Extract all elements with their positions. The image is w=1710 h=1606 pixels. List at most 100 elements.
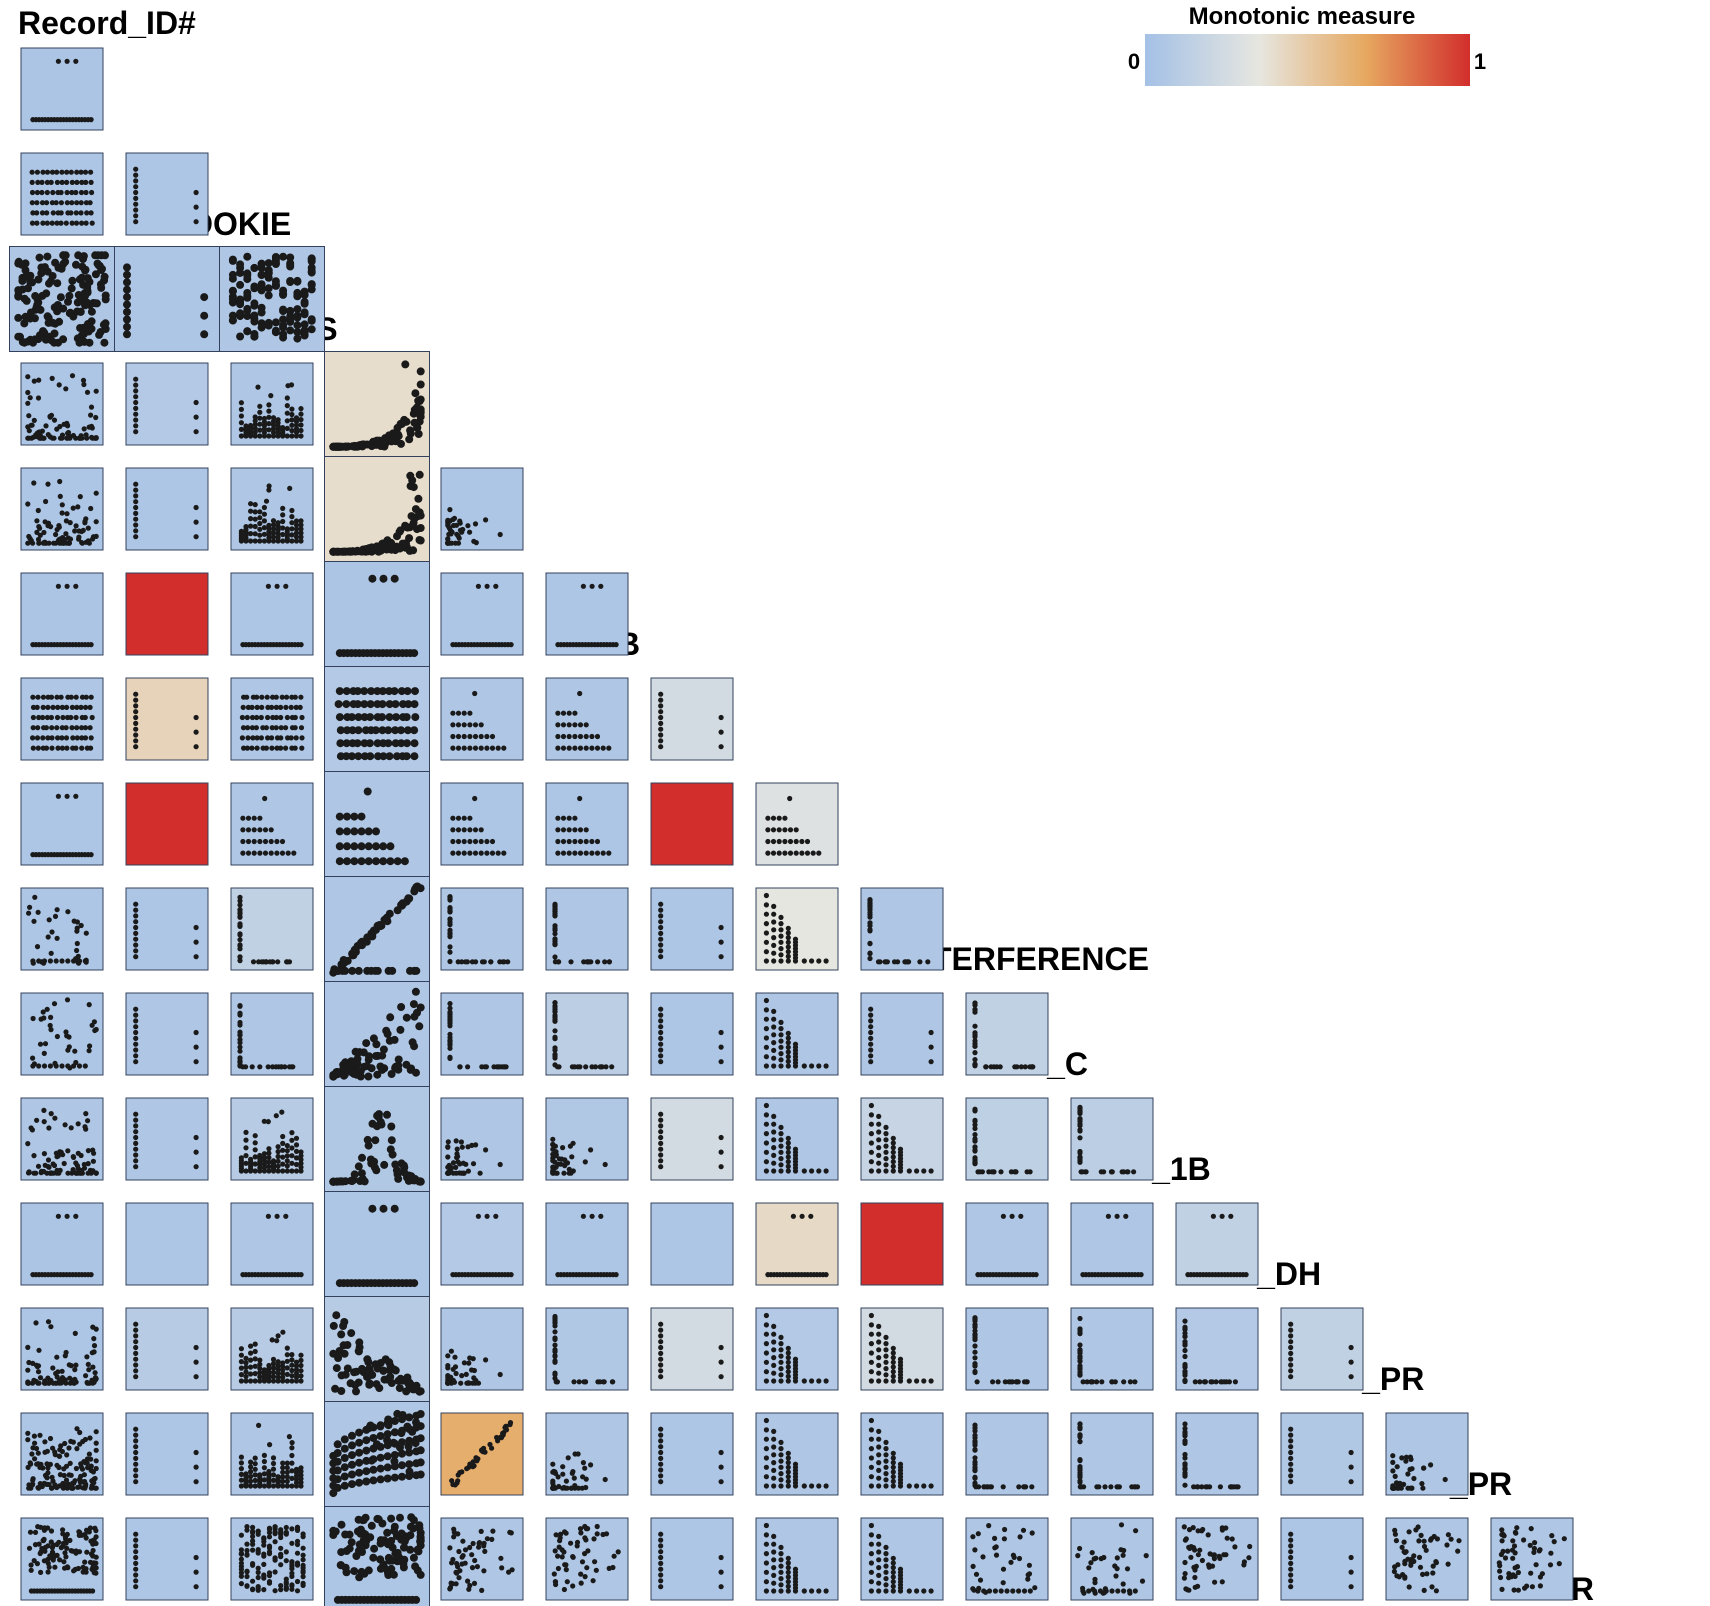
data-point xyxy=(289,1160,295,1166)
data-point xyxy=(1182,1461,1188,1467)
data-point xyxy=(416,1003,425,1012)
data-point xyxy=(270,1483,277,1489)
data-point xyxy=(552,1323,558,1329)
data-point xyxy=(348,442,357,451)
data-point xyxy=(30,1476,36,1482)
data-point xyxy=(334,1354,343,1362)
data-point xyxy=(410,649,419,658)
data-point xyxy=(868,1102,875,1109)
data-point xyxy=(572,745,578,751)
data-point xyxy=(380,1160,389,1169)
data-point xyxy=(333,1070,342,1079)
data-point xyxy=(50,704,56,711)
data-point xyxy=(1348,1374,1354,1380)
data-point xyxy=(455,827,462,833)
data-point xyxy=(416,380,425,389)
data-point xyxy=(346,1379,355,1388)
data-point xyxy=(78,704,84,711)
data-point xyxy=(90,1364,96,1370)
data-point xyxy=(552,1047,558,1053)
data-point xyxy=(258,735,264,741)
data-point xyxy=(589,733,595,740)
data-point xyxy=(267,959,273,965)
data-point xyxy=(883,1162,889,1168)
data-point xyxy=(445,1170,451,1176)
cell-background xyxy=(965,1307,1049,1391)
data-point xyxy=(921,1483,927,1489)
data-point xyxy=(890,1145,896,1151)
data-point xyxy=(402,1534,411,1543)
data-point xyxy=(54,694,60,700)
data-point xyxy=(61,1377,67,1383)
data-point xyxy=(93,1429,99,1435)
data-point xyxy=(387,1122,396,1131)
data-point xyxy=(398,1472,406,1481)
data-point xyxy=(792,1356,799,1362)
cell-PA_C-vs-3B xyxy=(440,887,524,971)
data-point xyxy=(483,1357,489,1363)
data-point xyxy=(778,1044,784,1050)
data-point xyxy=(395,527,404,536)
data-point xyxy=(133,1461,139,1467)
data-point xyxy=(133,481,139,487)
data-point xyxy=(763,1131,770,1137)
data-point xyxy=(354,726,363,735)
data-point xyxy=(270,1472,277,1478)
data-point xyxy=(972,1363,978,1369)
data-point xyxy=(84,1354,90,1360)
data-point xyxy=(895,959,901,965)
data-point xyxy=(868,1018,874,1024)
data-point xyxy=(399,540,408,549)
cell-G_PR-vs-IBB xyxy=(545,1307,629,1391)
data-point xyxy=(133,738,139,744)
data-point xyxy=(133,942,139,948)
data-point xyxy=(298,725,305,731)
data-point xyxy=(265,1064,271,1070)
data-point xyxy=(1105,1213,1111,1219)
data-point xyxy=(35,331,44,340)
data-point xyxy=(43,725,50,731)
data-point xyxy=(18,285,27,294)
data-point xyxy=(49,735,55,741)
data-point xyxy=(505,959,511,965)
data-point xyxy=(79,254,88,263)
data-point xyxy=(868,1455,875,1461)
data-point xyxy=(298,1357,304,1363)
data-point xyxy=(778,1483,784,1489)
data-point xyxy=(93,414,99,421)
cell-PA_DH-vs-TP xyxy=(650,1097,734,1181)
data-point xyxy=(244,1527,250,1533)
data-point xyxy=(785,949,791,955)
data-point xyxy=(778,1038,784,1044)
cell-PA_C-vs-TP xyxy=(650,887,734,971)
data-point xyxy=(248,1343,254,1349)
data-point xyxy=(771,1339,777,1345)
data-point xyxy=(252,1378,258,1384)
data-point xyxy=(133,394,139,400)
data-point xyxy=(1182,1318,1188,1324)
data-point xyxy=(718,1344,724,1351)
data-point xyxy=(785,1359,791,1365)
data-point xyxy=(133,1047,139,1053)
data-point xyxy=(787,850,794,856)
data-point xyxy=(69,704,75,711)
data-point xyxy=(53,279,62,288)
data-point xyxy=(577,733,584,740)
data-point xyxy=(73,189,79,196)
data-point xyxy=(560,1464,566,1470)
data-point xyxy=(575,1485,582,1491)
data-point xyxy=(55,583,62,589)
data-point xyxy=(265,735,271,741)
data-point xyxy=(261,1575,267,1581)
data-point xyxy=(73,435,79,441)
data-point xyxy=(101,291,110,300)
data-point xyxy=(1227,1484,1234,1490)
data-point xyxy=(44,1006,50,1012)
data-point xyxy=(380,1375,389,1384)
data-point xyxy=(475,583,481,589)
data-point xyxy=(244,1569,250,1575)
data-point xyxy=(589,583,595,589)
data-point xyxy=(257,271,266,280)
data-point xyxy=(718,1134,724,1141)
cell-background xyxy=(545,572,629,656)
